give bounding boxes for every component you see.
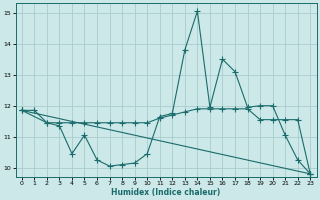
X-axis label: Humidex (Indice chaleur): Humidex (Indice chaleur) bbox=[111, 188, 221, 197]
